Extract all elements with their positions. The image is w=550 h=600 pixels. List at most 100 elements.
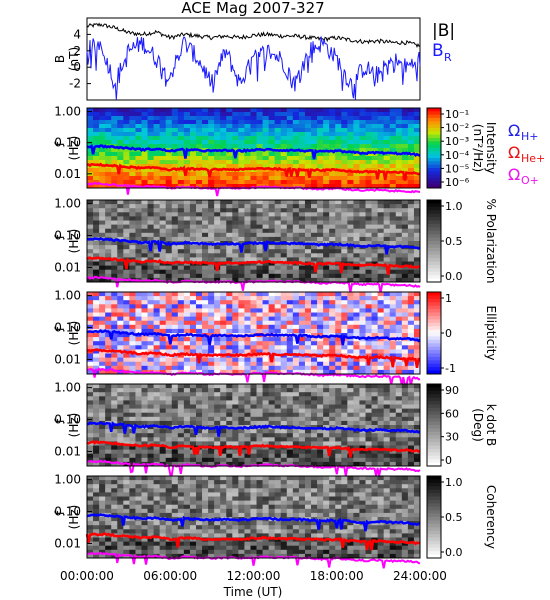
heatmap-cell — [159, 140, 167, 145]
heatmap-cell — [377, 228, 385, 234]
heatmap-cell — [123, 416, 130, 422]
heatmap-cell — [371, 176, 379, 181]
heatmap-cell — [347, 408, 354, 414]
heatmap-cell — [105, 369, 112, 375]
heatmap-cell — [111, 541, 118, 547]
heatmap-cell — [304, 461, 312, 467]
heatmap-cell — [105, 249, 112, 254]
heatmap-cell — [371, 241, 379, 246]
heatmap-cell — [407, 412, 415, 418]
heatmap-cell — [177, 324, 185, 330]
heatmap-cell — [298, 308, 306, 313]
heatmap-cell — [395, 304, 403, 309]
gyro-omega-label: Ω — [508, 121, 520, 140]
heatmap-cell — [359, 204, 366, 209]
heatmap-cell — [250, 365, 257, 371]
heatmap-cell — [153, 273, 161, 279]
colorbar-swatch — [427, 445, 441, 450]
heatmap-cell — [93, 212, 100, 217]
heatmap-cell — [195, 488, 203, 493]
heatmap-cell — [135, 269, 142, 275]
heatmap-cell — [214, 349, 221, 354]
heatmap-cell — [250, 441, 257, 446]
heatmap-cell — [165, 312, 173, 317]
heatmap-cell — [311, 420, 318, 426]
heatmap-cell — [347, 128, 354, 133]
heatmap-cell — [171, 236, 179, 242]
heatmap-cell — [111, 253, 118, 258]
heatmap-cell — [383, 208, 391, 213]
heatmap-cell — [329, 212, 336, 217]
heatmap-cell — [383, 457, 391, 463]
heatmap-cell — [165, 245, 173, 250]
heatmap-cell — [220, 300, 227, 305]
heatmap-cell — [195, 525, 203, 530]
heatmap-cell — [177, 112, 185, 117]
heatmap-cell — [401, 200, 409, 205]
heatmap-cell — [220, 220, 227, 225]
gyro-omega-label: Ω — [508, 143, 520, 162]
heatmap-cell — [99, 492, 106, 497]
heatmap-cell — [153, 180, 161, 185]
heatmap-cell — [268, 396, 276, 401]
heatmap-cell — [317, 277, 324, 283]
heatmap-cell — [377, 241, 385, 246]
heatmap-cell — [365, 337, 372, 342]
heatmap-cell — [274, 208, 282, 213]
heatmap-cell — [262, 445, 270, 450]
heatmap-cell — [401, 429, 409, 434]
heatmap-cell — [220, 441, 227, 446]
heatmap-cell — [147, 232, 154, 238]
heatmap-cell — [329, 365, 336, 371]
heatmap-cell — [304, 245, 312, 250]
heatmap-cell — [87, 261, 94, 266]
heatmap-cell — [220, 429, 227, 434]
heatmap-cell — [220, 184, 227, 189]
heatmap-cell — [280, 345, 288, 350]
heatmap-cell — [389, 124, 397, 129]
heatmap-cell — [347, 396, 354, 401]
heatmap-cell — [359, 148, 366, 153]
heatmap-cell — [407, 261, 415, 266]
heatmap-cell — [383, 296, 391, 301]
heatmap-cell — [311, 140, 318, 145]
heatmap-cell — [335, 369, 342, 375]
heatmap-cell — [365, 184, 372, 189]
heatmap-cell — [129, 400, 136, 405]
heatmap-cell — [226, 224, 233, 230]
heatmap-cell — [395, 144, 403, 149]
heatmap-cell — [244, 156, 251, 161]
heatmap-cell — [268, 337, 276, 342]
heatmap-cell — [311, 357, 318, 363]
heatmap-cell — [171, 521, 179, 526]
heatmap-cell — [93, 112, 100, 117]
heatmap-cell — [389, 220, 397, 225]
heatmap-cell — [365, 349, 372, 354]
heatmap-cell — [244, 369, 251, 375]
heatmap-cell — [123, 476, 130, 481]
heatmap-cell — [93, 220, 100, 225]
heatmap-cell — [359, 232, 366, 238]
heatmap-cell — [353, 245, 360, 250]
heatmap-cell — [256, 172, 263, 177]
heatmap-cell — [304, 388, 312, 393]
heatmap-cell — [202, 249, 209, 254]
heatmap-cell — [105, 140, 112, 145]
heatmap-cell — [317, 269, 324, 275]
heatmap-cell — [226, 164, 233, 169]
heatmap-cell — [165, 484, 173, 489]
heatmap-cell — [407, 408, 415, 414]
heatmap-cell — [335, 132, 342, 137]
heatmap-cell — [232, 365, 239, 371]
heatmap-cell — [208, 204, 215, 209]
heatmap-cell — [274, 156, 282, 161]
heatmap-cell — [280, 384, 288, 389]
heatmap-cell — [365, 369, 372, 375]
heatmap-cell — [129, 476, 136, 481]
heatmap-cell — [214, 324, 221, 330]
heatmap-cell — [111, 232, 118, 238]
heatmap-cell — [105, 425, 112, 430]
heatmap-cell — [129, 508, 136, 514]
heatmap-cell — [195, 124, 203, 129]
heatmap-cell — [183, 496, 191, 501]
